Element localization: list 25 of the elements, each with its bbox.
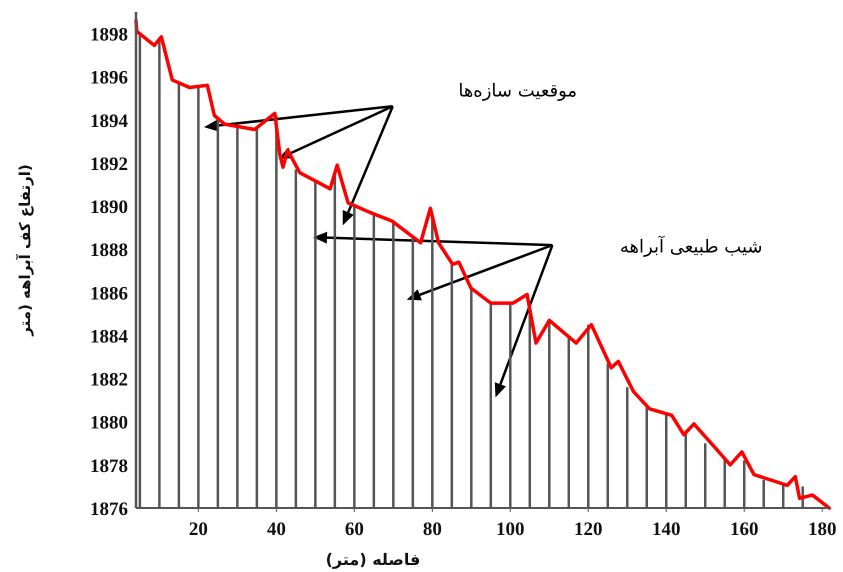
x-tick-label: 120 <box>574 519 603 540</box>
y-tick-label: 1878 <box>90 456 128 477</box>
x-axis-title: فاصله (متر) <box>326 550 420 569</box>
annotation: موقعیت سازه‌ها <box>458 80 578 102</box>
y-tick-label: 1894 <box>90 110 128 132</box>
y-tick-label: 1886 <box>90 283 128 304</box>
x-tick-label: 180 <box>808 519 836 540</box>
x-tick-label: 100 <box>496 519 525 540</box>
x-tick-label: 60 <box>344 519 364 540</box>
y-tick-label: 1898 <box>90 24 128 46</box>
x-tick-label: 160 <box>730 519 758 540</box>
annotation: شیب طبیعی آبراهه <box>620 236 762 258</box>
x-tick-label: 40 <box>266 519 286 540</box>
x-tick-label: 20 <box>188 519 208 540</box>
y-tick-label: 1876 <box>90 499 128 520</box>
y-tick-label: 1890 <box>90 197 128 218</box>
x-tick-label: 80 <box>422 519 442 540</box>
x-tick-label: 140 <box>652 519 680 540</box>
y-tick-label: 1888 <box>90 240 128 262</box>
y-tick-label: 1880 <box>90 412 128 434</box>
y-tick-label: 1884 <box>90 326 128 348</box>
y-axis-title: (ارتفاع کف آبراهه (متر <box>15 164 34 337</box>
y-tick-label: 1882 <box>90 370 128 391</box>
y-tick-label: 1892 <box>90 154 128 175</box>
y-tick-label: 1896 <box>90 68 128 89</box>
